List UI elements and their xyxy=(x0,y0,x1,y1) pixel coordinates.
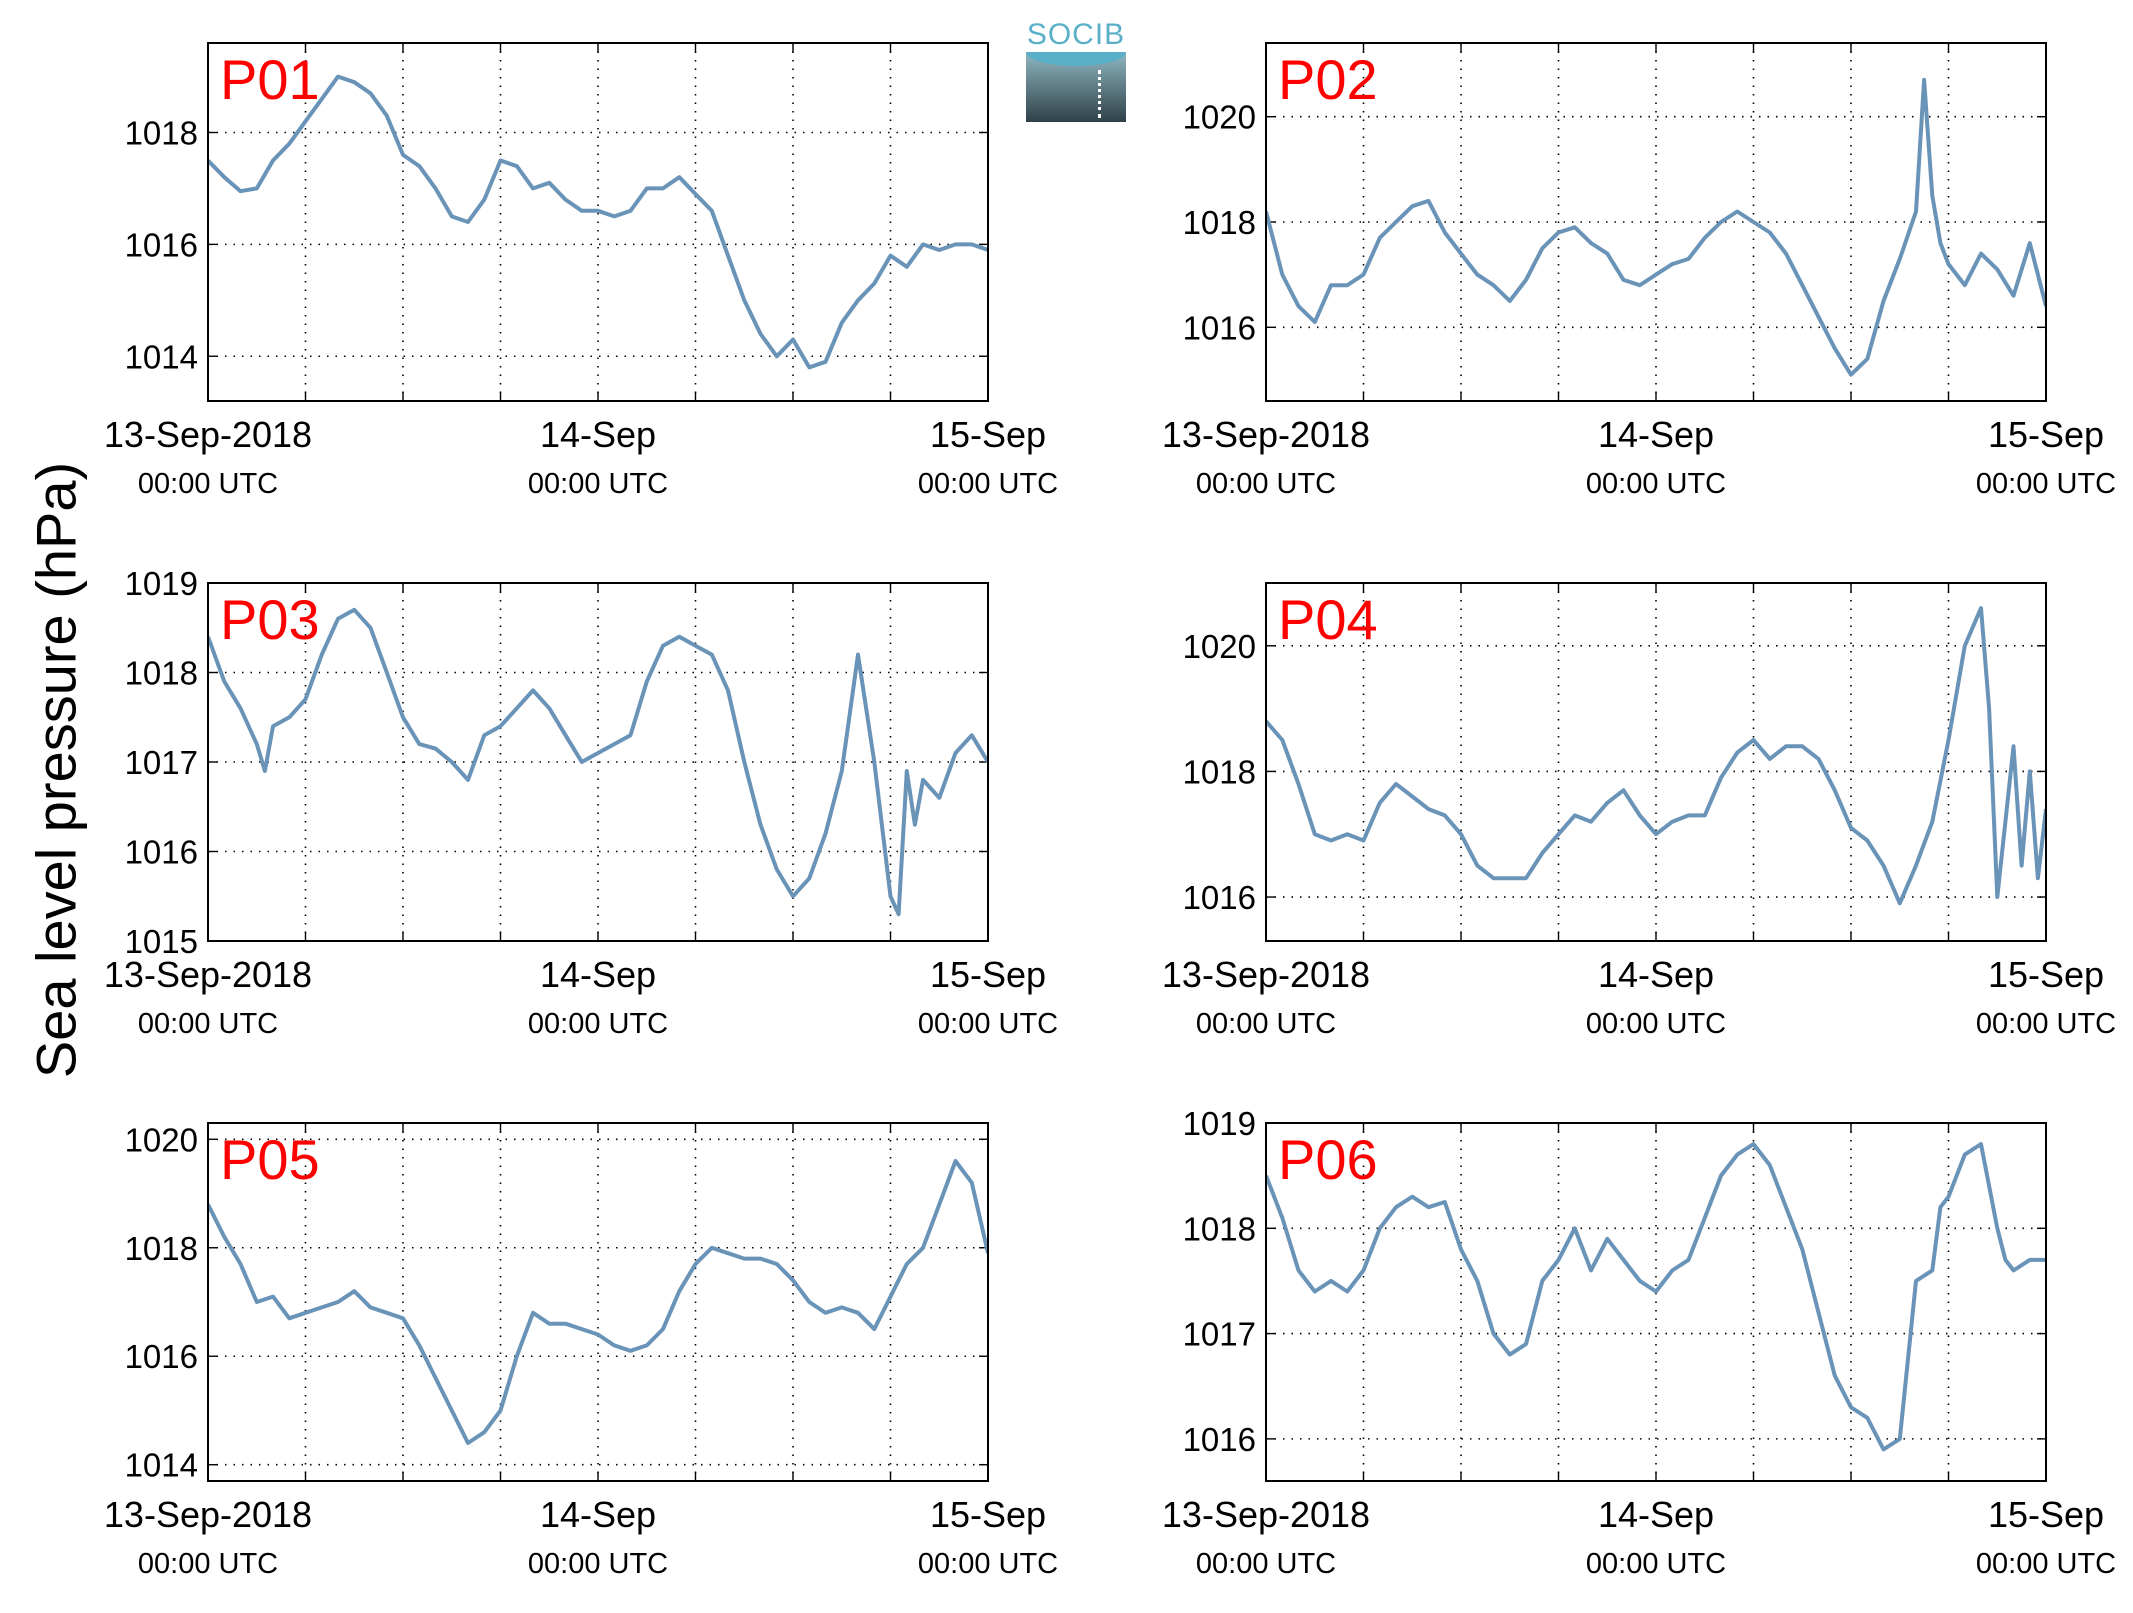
y-tick-label: 1016 xyxy=(125,226,198,263)
series-line xyxy=(1266,606,2046,906)
x-tick-sublabel: 00:00 UTC xyxy=(1976,1548,2116,1580)
x-tick-sublabel: 00:00 UTC xyxy=(1586,1008,1726,1040)
y-tick-label: 1020 xyxy=(125,1121,198,1158)
chart-panel-4: 1016 1018 1020 13-Sep-2018 00:00 UTC 14-Sep 00… xyxy=(1162,582,2116,1040)
x-tick-label: 13-Sep-2018 xyxy=(1162,1494,1370,1535)
x-tick-sublabel: 00:00 UTC xyxy=(918,1548,1058,1580)
axes-frame xyxy=(207,582,989,942)
axes-frame xyxy=(207,1122,989,1482)
y-tick-label: 1016 xyxy=(1183,309,1256,346)
x-tick-label: 14-Sep xyxy=(540,1494,656,1535)
axes-frame xyxy=(1265,1122,2047,1482)
y-tick-label: 1016 xyxy=(125,834,198,871)
x-tick-sublabel: 00:00 UTC xyxy=(528,468,668,500)
x-tick-label: 13-Sep-2018 xyxy=(1162,954,1370,995)
series-line xyxy=(1266,1142,2046,1452)
y-tick-label: 1015 xyxy=(125,923,198,960)
x-tick-sublabel: 00:00 UTC xyxy=(1976,1008,2116,1040)
x-tick-sublabel: 00:00 UTC xyxy=(1196,1548,1336,1580)
series-line xyxy=(1266,77,2046,377)
x-tick-sublabel: 00:00 UTC xyxy=(528,1008,668,1040)
axes-frame xyxy=(1265,42,2047,402)
y-tick-label: 1016 xyxy=(1183,879,1256,916)
x-tick-sublabel: 00:00 UTC xyxy=(1196,468,1336,500)
y-tick-label: 1018 xyxy=(1183,753,1256,790)
y-tick-label: 1018 xyxy=(125,655,198,692)
x-tick-label: 13-Sep-2018 xyxy=(1162,414,1370,455)
x-tick-label: 14-Sep xyxy=(1598,414,1714,455)
x-tick-sublabel: 00:00 UTC xyxy=(1586,468,1726,500)
x-tick-sublabel: 00:00 UTC xyxy=(138,1548,278,1580)
x-tick-label: 13-Sep-2018 xyxy=(104,1494,312,1535)
panel-title: P05 xyxy=(220,1128,320,1191)
y-tick-label: 1018 xyxy=(1183,204,1256,241)
x-tick-sublabel: 00:00 UTC xyxy=(138,468,278,500)
y-tick-label: 1018 xyxy=(125,115,198,152)
x-tick-label: 14-Sep xyxy=(540,414,656,455)
x-tick-label: 13-Sep-2018 xyxy=(104,414,312,455)
y-tick-label: 1018 xyxy=(125,1230,198,1267)
y-tick-label: 1020 xyxy=(1183,99,1256,136)
y-tick-label: 1016 xyxy=(125,1338,198,1375)
chart-panel-2: 1016 1018 1020 13-Sep-2018 00:00 UTC 14-Sep 00… xyxy=(1162,42,2116,500)
y-tick-label: 1017 xyxy=(1183,1316,1256,1353)
series-line xyxy=(208,607,988,917)
axes-frame xyxy=(207,42,989,402)
x-tick-label: 15-Sep xyxy=(930,414,1046,455)
chart-panel-5: 1014 1016 1018 1020 13-Sep-2018 00:00 UTC 14-S… xyxy=(104,1121,1058,1580)
x-tick-label: 14-Sep xyxy=(540,954,656,995)
y-tick-label: 1017 xyxy=(125,744,198,781)
x-tick-label: 15-Sep xyxy=(930,954,1046,995)
chart-panel-1: 1014 1016 1018 13-Sep-2018 00:00 UTC 14-Sep 00… xyxy=(104,42,1058,500)
panel-title: P06 xyxy=(1278,1128,1378,1191)
panel-title: P02 xyxy=(1278,48,1378,111)
y-tick-label: 1020 xyxy=(1183,628,1256,665)
series-line xyxy=(208,1159,988,1445)
y-tick-label: 1014 xyxy=(125,338,198,375)
logo-text: SOCIB xyxy=(1026,18,1126,51)
chart-panel-3: 1015 1016 1017 1018 1019 13-Sep-2018 00:00 UTC… xyxy=(104,565,1058,1040)
y-axis-label: Sea level pressure (hPa) xyxy=(24,461,88,1079)
x-tick-label: 14-Sep xyxy=(1598,1494,1714,1535)
y-tick-label: 1018 xyxy=(1183,1210,1256,1247)
x-tick-label: 15-Sep xyxy=(1988,954,2104,995)
x-tick-label: 15-Sep xyxy=(1988,1494,2104,1535)
axes-frame xyxy=(1265,582,2047,942)
y-tick-label: 1019 xyxy=(125,565,198,602)
x-tick-sublabel: 00:00 UTC xyxy=(528,1548,668,1580)
x-tick-sublabel: 00:00 UTC xyxy=(1196,1008,1336,1040)
x-tick-sublabel: 00:00 UTC xyxy=(138,1008,278,1040)
x-tick-label: 14-Sep xyxy=(1598,954,1714,995)
panel-title: P03 xyxy=(220,588,320,651)
x-tick-sublabel: 00:00 UTC xyxy=(1586,1548,1726,1580)
x-tick-sublabel: 00:00 UTC xyxy=(918,1008,1058,1040)
x-tick-label: 15-Sep xyxy=(930,1494,1046,1535)
panel-title: P01 xyxy=(220,48,320,111)
x-tick-sublabel: 00:00 UTC xyxy=(918,468,1058,500)
logo-graphic xyxy=(1026,52,1126,122)
socib-logo: SOCIB xyxy=(1026,18,1126,122)
panel-title: P04 xyxy=(1278,588,1378,651)
chart-panel-6: 1016 1017 1018 1019 13-Sep-2018 00:00 UTC 14-S… xyxy=(1162,1105,2116,1580)
x-tick-sublabel: 00:00 UTC xyxy=(1976,468,2116,500)
x-tick-label: 15-Sep xyxy=(1988,414,2104,455)
y-tick-label: 1016 xyxy=(1183,1421,1256,1458)
y-tick-label: 1014 xyxy=(125,1447,198,1484)
y-tick-label: 1019 xyxy=(1183,1105,1256,1142)
x-tick-label: 13-Sep-2018 xyxy=(104,954,312,995)
series-line xyxy=(208,74,988,370)
